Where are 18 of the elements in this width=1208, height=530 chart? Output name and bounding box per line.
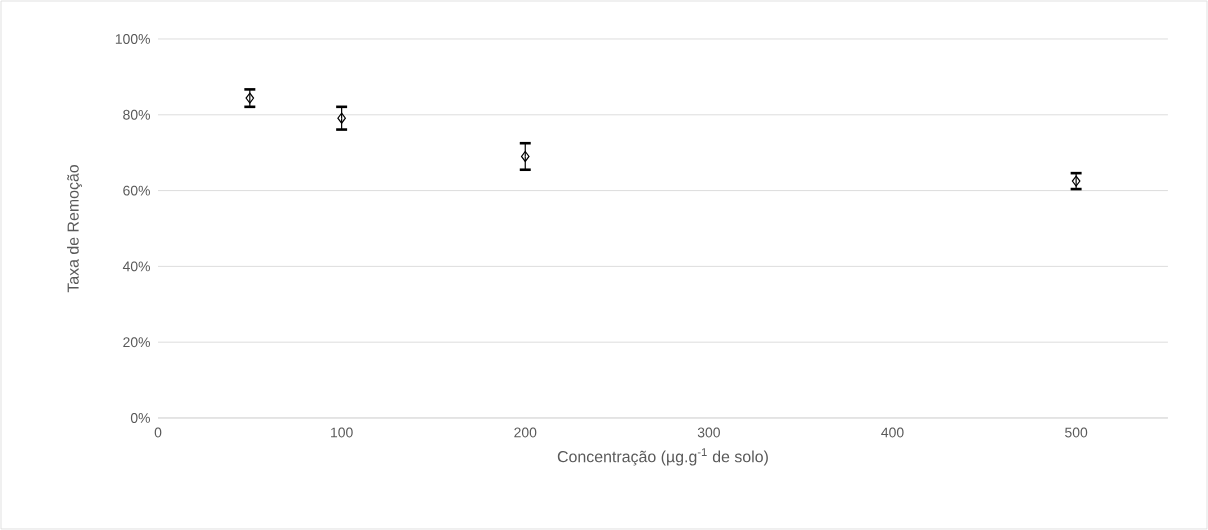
y-tick-label: 100% bbox=[115, 34, 150, 44]
x-tick-label: 300 bbox=[697, 427, 720, 438]
x-tick-label: 500 bbox=[1065, 427, 1088, 438]
point bbox=[337, 112, 346, 124]
y-tick-label: 80% bbox=[123, 109, 150, 120]
point bbox=[1071, 175, 1081, 187]
y-tick-label: 60% bbox=[123, 185, 150, 196]
x-tick-label: 100 bbox=[331, 427, 353, 438]
x-tick-label: 0 bbox=[154, 427, 162, 438]
x-tick-label: 400 bbox=[881, 427, 904, 438]
y-tick-label: 40% bbox=[122, 261, 150, 272]
point bbox=[245, 92, 255, 104]
y-axis-title: Taxa de Remoção bbox=[67, 164, 82, 293]
y-tick-label: 0% bbox=[130, 413, 150, 423]
x-tick-label: 200 bbox=[514, 427, 537, 438]
point bbox=[520, 150, 530, 163]
y-tick-label: 20% bbox=[123, 337, 150, 348]
x-axis-title: Concentração (µg.g$^{-1}$ de solo) bbox=[557, 448, 768, 466]
